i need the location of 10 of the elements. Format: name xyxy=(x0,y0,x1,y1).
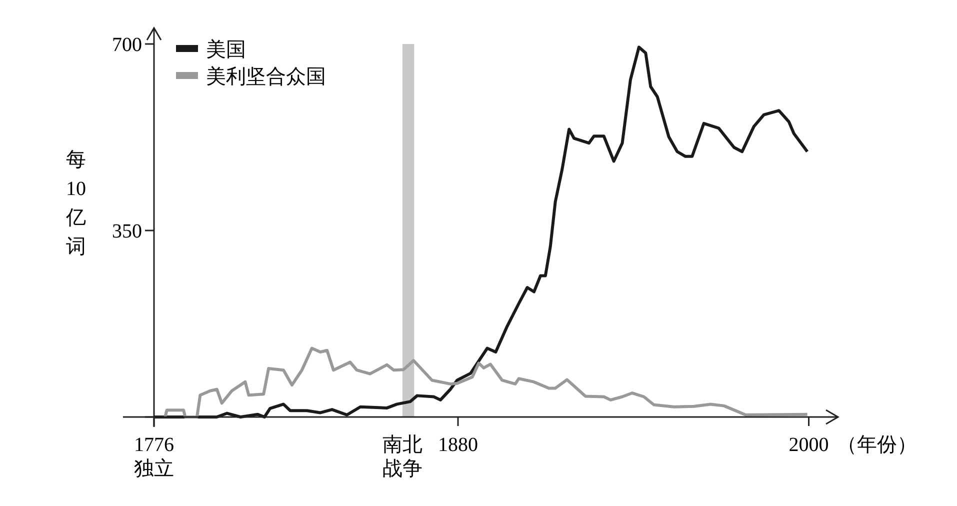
legend-label: 美国 xyxy=(206,38,246,61)
x-tick-label: 1776 独立 xyxy=(134,434,174,480)
band-label: 南北战争 xyxy=(382,434,422,480)
y-tick-label: 700 xyxy=(112,34,142,56)
x-axis-title: （年份） xyxy=(836,434,917,456)
y-axis-title: 每 10 亿词 xyxy=(65,149,86,258)
y-tick-label: 350 xyxy=(112,220,142,242)
legend-label: 美利坚合众国 xyxy=(206,65,326,88)
x-tick-label: 2000 xyxy=(788,434,829,456)
x-tick-label: 1880 xyxy=(438,434,478,456)
